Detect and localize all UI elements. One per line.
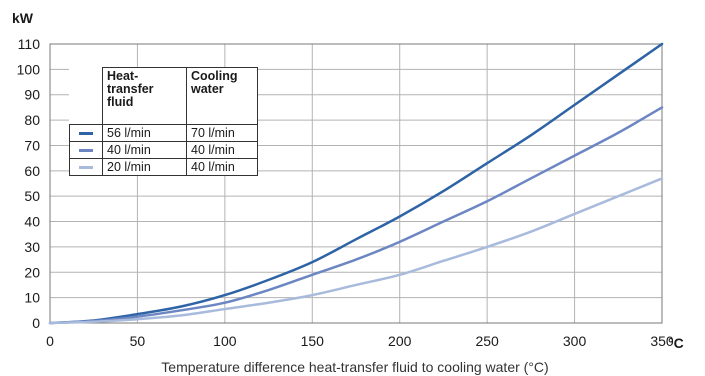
series-line-2 bbox=[48, 106, 664, 325]
legend-swatch bbox=[79, 165, 93, 169]
y-tick-label: 0 bbox=[32, 315, 40, 331]
x-tick-label: 300 bbox=[563, 333, 587, 349]
y-tick-label: 80 bbox=[24, 112, 40, 128]
y-tick-label: 60 bbox=[24, 163, 40, 179]
y-tick-label: 110 bbox=[18, 36, 41, 52]
legend-water-flow: 70 l/min bbox=[186, 124, 258, 142]
legend-row: 20 l/min 40 l/min bbox=[69, 158, 258, 176]
x-tick-label: 350 bbox=[650, 333, 674, 349]
grid bbox=[49, 43, 663, 324]
x-tick-label: 50 bbox=[130, 333, 146, 349]
legend-fluid-flow: 20 l/min bbox=[102, 158, 187, 176]
legend-swatch bbox=[79, 148, 93, 152]
y-tick-label: 40 bbox=[24, 214, 40, 230]
legend-header-blank bbox=[69, 67, 103, 125]
legend-row: 56 l/min 70 l/min bbox=[69, 124, 258, 142]
legend-header-fluid: Heat- transfer fluid bbox=[102, 67, 187, 125]
y-tick-label: 90 bbox=[24, 87, 40, 103]
legend-header-water: Cooling water bbox=[186, 67, 258, 125]
x-tick-label: 250 bbox=[475, 333, 499, 349]
y-tick-label: 70 bbox=[24, 137, 40, 153]
series-line-1 bbox=[48, 42, 664, 325]
x-tick-label: 200 bbox=[388, 333, 412, 349]
y-tick-label: 30 bbox=[24, 239, 40, 255]
y-tick-labels: 0 10 20 30 40 50 60 70 80 90 100 110 bbox=[17, 36, 41, 331]
legend-table: Heat- transfer fluid Cooling water 56 l/… bbox=[69, 67, 258, 176]
y-tick-label: 20 bbox=[24, 264, 40, 280]
x-axis-label: Temperature difference heat-transfer flu… bbox=[161, 359, 548, 375]
x-tick-labels: 0 50 100 150 200 250 300 350 bbox=[46, 333, 674, 349]
legend-fluid-flow: 40 l/min bbox=[102, 141, 187, 159]
legend-swatch bbox=[79, 131, 93, 135]
legend-header-row: Heat- transfer fluid Cooling water bbox=[69, 67, 258, 125]
legend-row: 40 l/min 40 l/min bbox=[69, 141, 258, 159]
x-tick-label: 100 bbox=[213, 333, 237, 349]
plot-frame bbox=[49, 43, 663, 324]
y-axis-unit: kW bbox=[12, 10, 34, 26]
legend-water-flow: 40 l/min bbox=[186, 141, 258, 159]
series-line-3 bbox=[48, 177, 664, 325]
x-tick-label: 0 bbox=[46, 333, 54, 349]
legend-water-flow: 40 l/min bbox=[186, 158, 258, 176]
legend-fluid-flow: 56 l/min bbox=[102, 124, 187, 142]
y-tick-label: 100 bbox=[17, 61, 41, 77]
y-tick-label: 50 bbox=[24, 188, 40, 204]
x-tick-label: 150 bbox=[301, 333, 325, 349]
y-tick-label: 10 bbox=[24, 290, 40, 306]
series-lines bbox=[48, 42, 664, 325]
x-axis-unit: °C bbox=[668, 335, 684, 351]
